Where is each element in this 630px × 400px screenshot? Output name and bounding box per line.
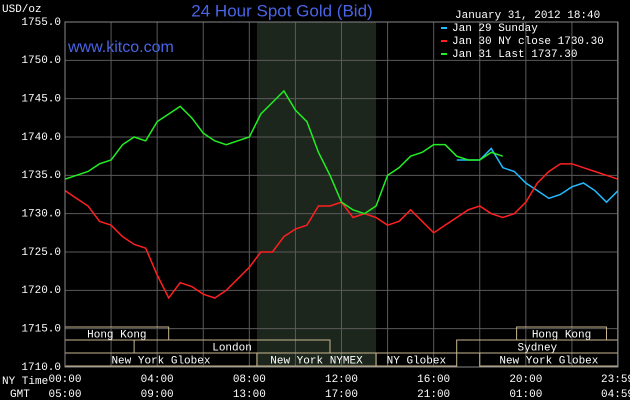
x2-tick-label: 09:00	[141, 389, 174, 400]
date-label: January 31, 2012 18:40	[455, 10, 600, 22]
chart-title: 24 Hour Spot Gold (Bid)	[191, 1, 372, 20]
y-tick-label: 1740.0	[21, 132, 61, 144]
session-label: New York Globex	[499, 355, 598, 367]
x-tick-label: 04:00	[141, 374, 174, 386]
y-axis-label: USD/oz	[2, 4, 42, 16]
x2-axis-label: GMT	[10, 389, 30, 400]
x2-tick-label: 17:00	[325, 389, 358, 400]
session-shade	[256, 22, 377, 367]
y-tick-label: 1725.0	[21, 247, 61, 259]
session-label: Hong Kong	[532, 329, 591, 341]
x-axis-label: NY Time	[2, 376, 48, 388]
legend-label: Jan 29 Sunday	[452, 23, 538, 35]
session-label: Sydney	[518, 342, 558, 354]
series-line	[456, 147, 619, 204]
session-label: London	[212, 342, 252, 354]
y-tick-label: 1745.0	[21, 94, 61, 106]
series-line	[64, 89, 504, 215]
legend-label: Jan 31 Last 1737.30	[452, 49, 577, 61]
x2-tick-label: 05:00	[48, 389, 81, 400]
x-tick-label: 23:59	[601, 374, 630, 386]
watermark: www.kitco.com	[67, 39, 174, 56]
y-tick-label: 1750.0	[21, 55, 61, 67]
y-tick-label: 1730.0	[21, 209, 61, 221]
x2-tick-label: 01:00	[509, 389, 542, 400]
session-label: New York Globex	[111, 355, 210, 367]
session-label: NY Globex	[387, 355, 447, 367]
y-tick-label: 1720.0	[21, 285, 61, 297]
x-tick-label: 00:00	[48, 374, 81, 386]
x-tick-label: 16:00	[417, 374, 450, 386]
y-tick-label: 1715.0	[21, 324, 61, 336]
plot-border	[64, 21, 619, 368]
y-tick-label: 1755.0	[21, 17, 61, 29]
session-label: New York NYMEX	[270, 355, 363, 367]
x2-tick-label: 21:00	[417, 389, 450, 400]
x-tick-label: 12:00	[325, 374, 358, 386]
session-bar	[375, 352, 458, 367]
session-label: Hong Kong	[87, 329, 146, 341]
y-tick-label: 1710.0	[21, 362, 61, 374]
y-tick-label: 1735.0	[21, 170, 61, 182]
x-tick-label: 20:00	[509, 374, 542, 386]
x2-tick-label: 04:59	[601, 389, 630, 400]
legend-label: Jan 30 NY close 1730.30	[452, 36, 604, 48]
x2-tick-label: 13:00	[233, 389, 266, 400]
x-tick-label: 08:00	[233, 374, 266, 386]
